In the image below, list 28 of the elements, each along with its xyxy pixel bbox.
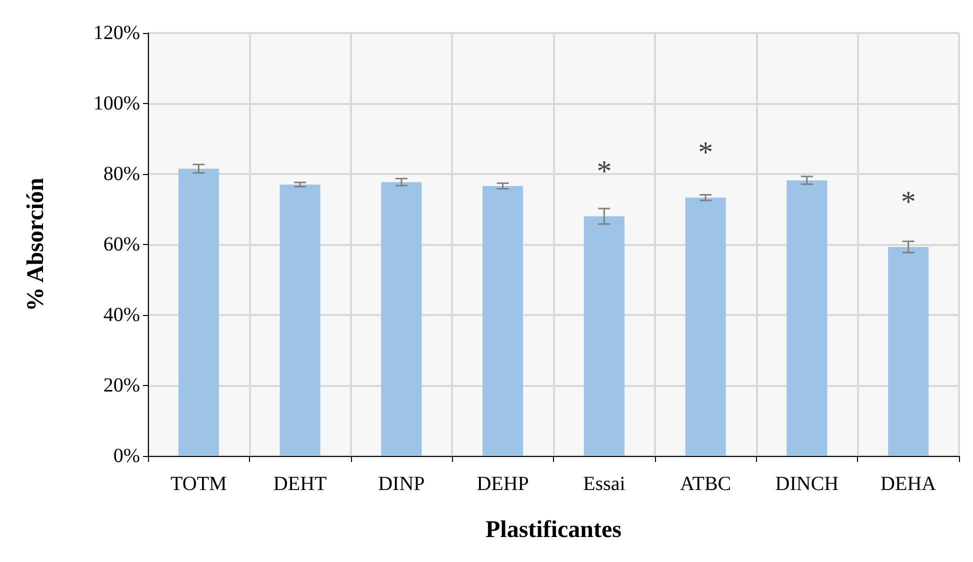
bar (888, 246, 929, 456)
bar (584, 216, 624, 456)
annotation: * (596, 154, 612, 188)
bar (381, 182, 422, 456)
x-tick-label: DEHA (880, 473, 937, 495)
x-axis-title: Plastificantes (486, 517, 622, 543)
y-axis-title: % Absorción (23, 178, 49, 312)
y-tick-label: 60% (103, 234, 140, 256)
y-tick-label: 0% (113, 445, 140, 467)
x-tick-label: DINCH (775, 473, 839, 495)
bar (280, 184, 320, 456)
bar (178, 168, 219, 456)
y-tick-label: 80% (103, 163, 140, 185)
y-tick-label: 120% (93, 22, 140, 44)
y-tick-label: 100% (93, 92, 140, 114)
bar (786, 180, 828, 456)
x-tick-label: DEHP (476, 473, 529, 495)
x-tick-label: DEHT (273, 473, 327, 495)
annotation: * (900, 185, 916, 218)
x-tick-label: ATBC (680, 473, 732, 495)
x-tick-label: Essai (583, 473, 626, 495)
annotation: * (698, 136, 714, 170)
x-tick-label: DINP (378, 473, 425, 495)
x-tick-label: TOTM (170, 473, 228, 495)
y-tick-label: 20% (103, 374, 140, 396)
bar (482, 186, 524, 456)
y-tick-label: 40% (103, 304, 140, 326)
bar (685, 198, 726, 456)
